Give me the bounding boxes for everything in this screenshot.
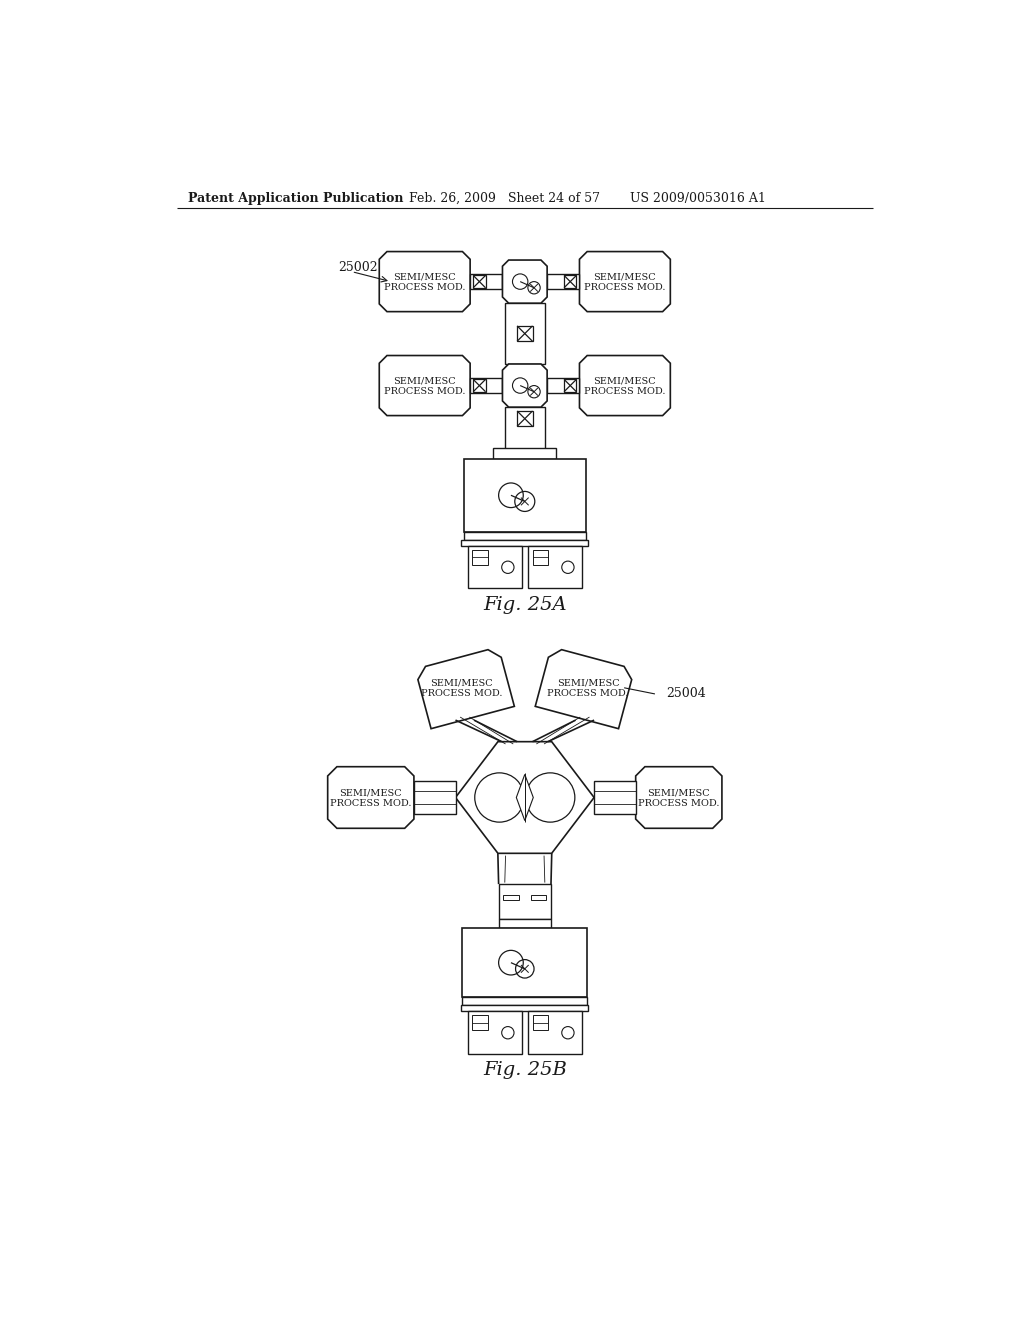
Text: PROCESS MOD.: PROCESS MOD. — [421, 689, 503, 698]
Text: PROCESS MOD.: PROCESS MOD. — [547, 689, 629, 698]
Bar — [472, 1015, 487, 1031]
Bar — [473, 379, 485, 392]
Bar — [505, 304, 545, 364]
Polygon shape — [503, 364, 547, 407]
Polygon shape — [328, 767, 414, 829]
Text: SEMI/MESC: SEMI/MESC — [594, 272, 656, 281]
Bar — [564, 276, 577, 288]
Bar — [517, 326, 532, 342]
Text: Fig. 25B: Fig. 25B — [483, 1061, 566, 1080]
Bar — [461, 540, 589, 545]
Text: SEMI/MESC: SEMI/MESC — [393, 272, 456, 281]
Text: PROCESS MOD.: PROCESS MOD. — [584, 284, 666, 292]
Bar — [494, 447, 556, 459]
Bar — [468, 545, 521, 589]
Text: 25004: 25004 — [667, 688, 707, 701]
Text: SEMI/MESC: SEMI/MESC — [340, 788, 402, 797]
Polygon shape — [379, 355, 470, 416]
Polygon shape — [456, 742, 594, 853]
Bar — [463, 998, 587, 1005]
Bar — [468, 1011, 521, 1053]
Text: US 2009/0053016 A1: US 2009/0053016 A1 — [630, 191, 765, 205]
Polygon shape — [379, 252, 470, 312]
Circle shape — [502, 561, 514, 573]
Text: SEMI/MESC: SEMI/MESC — [393, 376, 456, 385]
Bar — [547, 378, 580, 393]
Bar — [414, 780, 456, 814]
Polygon shape — [418, 649, 514, 729]
Circle shape — [525, 774, 574, 822]
Text: Sheet 24 of 57: Sheet 24 of 57 — [508, 191, 600, 205]
Bar — [517, 411, 532, 426]
Text: SEMI/MESC: SEMI/MESC — [594, 376, 656, 385]
Bar — [499, 884, 551, 919]
Text: Feb. 26, 2009: Feb. 26, 2009 — [410, 191, 497, 205]
Bar — [470, 275, 503, 289]
Polygon shape — [516, 775, 534, 821]
Bar — [499, 919, 551, 928]
Polygon shape — [580, 355, 671, 416]
Bar — [531, 895, 547, 900]
Bar — [532, 549, 548, 565]
Bar — [472, 549, 487, 565]
Bar — [461, 1005, 589, 1011]
Text: SEMI/MESC: SEMI/MESC — [557, 678, 620, 688]
Text: PROCESS MOD.: PROCESS MOD. — [330, 799, 412, 808]
Text: PROCESS MOD.: PROCESS MOD. — [584, 387, 666, 396]
Circle shape — [562, 561, 574, 573]
Bar — [503, 895, 518, 900]
Bar — [473, 276, 485, 288]
Bar — [505, 407, 545, 450]
Bar — [528, 1011, 582, 1053]
Polygon shape — [536, 649, 632, 729]
Bar — [547, 275, 580, 289]
Text: Patent Application Publication: Patent Application Publication — [188, 191, 403, 205]
Bar — [532, 1015, 548, 1031]
Text: PROCESS MOD.: PROCESS MOD. — [638, 799, 720, 808]
Polygon shape — [503, 260, 547, 304]
Text: Fig. 25A: Fig. 25A — [483, 597, 566, 614]
Text: SEMI/MESC: SEMI/MESC — [430, 678, 493, 688]
Bar — [464, 532, 586, 540]
Bar — [470, 378, 503, 393]
Bar — [464, 459, 586, 532]
Text: 25002: 25002 — [339, 261, 378, 275]
Bar — [463, 928, 587, 998]
Circle shape — [562, 1027, 574, 1039]
Circle shape — [502, 1027, 514, 1039]
Polygon shape — [580, 252, 671, 312]
Text: PROCESS MOD.: PROCESS MOD. — [384, 284, 466, 292]
Text: SEMI/MESC: SEMI/MESC — [647, 788, 710, 797]
Polygon shape — [636, 767, 722, 829]
Bar — [594, 780, 636, 814]
Bar — [564, 379, 577, 392]
Text: PROCESS MOD.: PROCESS MOD. — [384, 387, 466, 396]
Circle shape — [475, 774, 524, 822]
Bar — [528, 545, 582, 589]
